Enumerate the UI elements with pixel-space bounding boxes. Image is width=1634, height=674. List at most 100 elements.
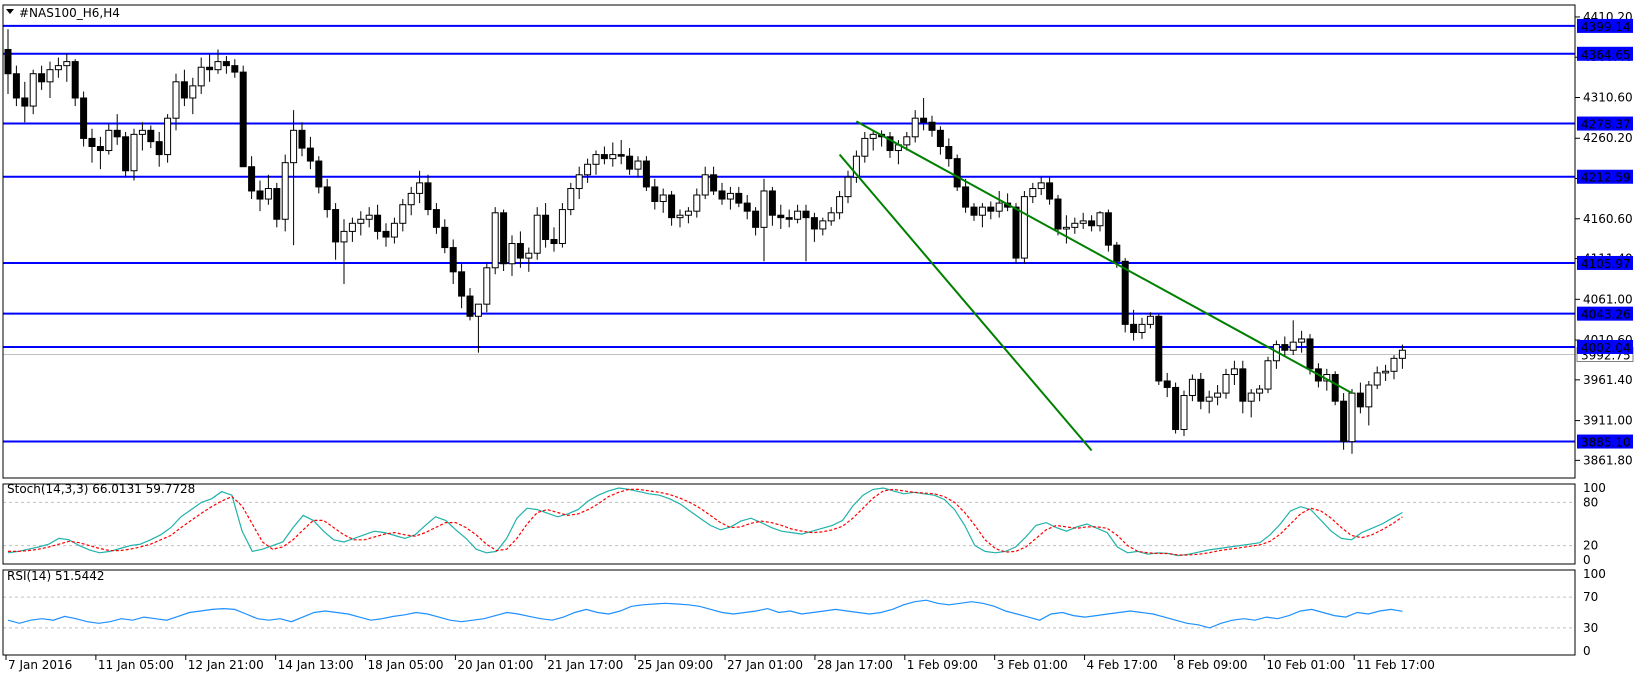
candle-body: [533, 214, 541, 254]
oscillator-tick-label: 80: [1583, 495, 1598, 509]
level-label-box: [1577, 339, 1633, 354]
candle-body: [231, 65, 239, 73]
trendline[interactable]: [838, 153, 1093, 452]
candle-body: [147, 129, 155, 143]
candle-body: [315, 160, 323, 188]
candle-body: [113, 129, 121, 138]
stochastic-pane-frame: [2, 483, 1576, 565]
time-tick-label: 4 Feb 17:00: [1087, 658, 1158, 672]
candle-body: [256, 190, 264, 200]
candle-body: [38, 73, 46, 83]
candle-body: [155, 141, 163, 156]
time-tick-label: 28 Jan 17:00: [817, 658, 893, 672]
candle-body: [122, 136, 130, 172]
candle-body: [54, 65, 62, 71]
candle-body: [1012, 206, 1020, 259]
time-tick-label: 18 Jan 05:00: [368, 658, 444, 672]
candle-body: [197, 66, 205, 87]
time-tick-label: 21 Jan 17:00: [547, 658, 623, 672]
candle-body: [945, 145, 953, 160]
trendline[interactable]: [855, 120, 1353, 394]
candle-body: [222, 61, 230, 67]
candle-body: [1180, 395, 1188, 430]
level-label: 4212.59: [1581, 171, 1631, 185]
candle-body: [592, 154, 600, 165]
candle-body: [1390, 357, 1398, 372]
candle-body: [903, 136, 911, 146]
candle-body: [458, 271, 466, 297]
candle-body: [1163, 380, 1171, 388]
symbol-title: #NAS100_H6,H4: [19, 6, 120, 20]
candle-body: [584, 163, 592, 176]
candle-body: [206, 66, 214, 71]
candle-body: [768, 190, 776, 216]
candle-body: [189, 85, 197, 99]
time-tick-label: 20 Jan 01:00: [457, 658, 533, 672]
price-tick-label: 3861.80: [1583, 453, 1633, 467]
time-axis: 7 Jan 2016 11 Jan 05:00 12 Jan 21:00 14 Jan…: [5, 655, 1435, 672]
candle-body: [424, 182, 432, 211]
candle-body: [63, 61, 71, 67]
time-tick-label: 10 Feb 01:00: [1266, 658, 1345, 672]
oscillator-tick-label: 20: [1583, 539, 1598, 553]
candle-body: [138, 129, 146, 135]
candle-body: [1079, 220, 1087, 224]
candle-body: [819, 220, 827, 230]
candle-body: [12, 73, 20, 99]
candle-body: [130, 133, 138, 172]
candle-body: [407, 192, 415, 206]
candle-body: [491, 212, 499, 269]
candle-body: [735, 192, 743, 204]
candle-body: [214, 61, 222, 71]
time-tick-label: 27 Jan 01:00: [727, 658, 803, 672]
candle-body: [180, 81, 188, 99]
candle-body: [609, 154, 617, 160]
candle-body: [1146, 315, 1154, 325]
candle-body: [600, 154, 608, 160]
stochastic-title: Stoch(14,3,3) 66.0131 59.7728: [7, 482, 195, 496]
candle-body: [1239, 368, 1247, 402]
time-tick-label: 8 Feb 09:00: [1176, 658, 1247, 672]
oscillator-series-line: [7, 599, 1403, 629]
price-pane-frame: [2, 4, 1576, 479]
time-tick-label: 3 Feb 01:00: [997, 658, 1068, 672]
triangle-down-icon[interactable]: [6, 9, 14, 14]
candle-body: [1062, 226, 1070, 230]
candle-body: [1289, 341, 1297, 351]
candle-body: [449, 247, 457, 273]
price-tick-label: 4260.20: [1583, 131, 1633, 145]
candle-body: [710, 174, 718, 192]
candle-body: [743, 202, 751, 212]
candle-body: [466, 295, 474, 317]
candle-body: [264, 188, 272, 200]
candle-body: [348, 222, 356, 232]
level-label-box: [1577, 434, 1633, 449]
candle-body: [752, 210, 760, 228]
candle-body: [928, 121, 936, 131]
candle-body: [281, 162, 289, 220]
level-label-box: [1577, 46, 1633, 61]
candle-body: [970, 206, 978, 216]
level-label: 4002.04: [1581, 341, 1631, 355]
candle-body: [1104, 212, 1112, 246]
candle-body: [1306, 338, 1314, 370]
candle-body: [1037, 182, 1045, 190]
candle-body: [1155, 315, 1163, 382]
oscillator-tick-label: 100: [1583, 567, 1606, 581]
candle-body: [852, 155, 860, 178]
candle-body: [1348, 392, 1356, 443]
candle-body: [500, 212, 508, 265]
candle-body: [886, 136, 894, 152]
candle-body: [1130, 323, 1138, 333]
price-pane[interactable]: 4410.204360.404310.604260.204210.404160.…: [3, 10, 1634, 467]
candle-body: [642, 160, 650, 188]
candle-body: [869, 133, 877, 139]
oscillator-series-line: [8, 488, 1403, 556]
candle-body: [718, 190, 726, 200]
candle-body: [1398, 349, 1406, 359]
rsi-pane[interactable]: 100 70 30 0: [3, 567, 1606, 658]
level-label: 3885.10: [1581, 436, 1631, 450]
candle-body: [962, 186, 970, 208]
